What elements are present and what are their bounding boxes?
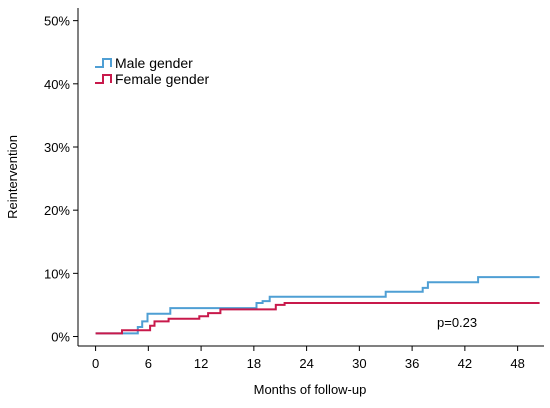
series-line-male <box>95 276 540 335</box>
y-tick-label: 10% <box>44 266 70 281</box>
x-tick-label: 48 <box>510 356 524 371</box>
x-tick-label: 24 <box>299 356 313 371</box>
p-value-annotation: p=0.23 <box>437 315 477 330</box>
series-line-female <box>95 302 540 335</box>
legend-label-male: Male gender <box>115 55 193 71</box>
x-tick-label: 30 <box>352 356 366 371</box>
x-axis-title: Months of follow-up <box>254 382 367 397</box>
y-tick-label: 50% <box>44 14 70 29</box>
legend-swatch-male <box>95 58 112 68</box>
x-tick-label: 6 <box>145 356 152 371</box>
x-axis-ticks: 0 6 12 18 24 30 36 42 48 <box>92 346 525 371</box>
legend-label-female: Female gender <box>115 71 210 87</box>
x-tick-label: 42 <box>458 356 472 371</box>
y-tick-label: 40% <box>44 77 70 92</box>
y-axis-title: Reintervention <box>5 135 20 219</box>
x-tick-label: 12 <box>194 356 208 371</box>
series-layer <box>95 276 540 335</box>
x-tick-label: 18 <box>247 356 261 371</box>
y-axis-ticks: 0% 10% 20% 30% 40% 50% <box>44 14 78 345</box>
y-tick-label: 0% <box>51 330 70 345</box>
y-tick-label: 30% <box>44 140 70 155</box>
x-tick-label: 36 <box>405 356 419 371</box>
legend-swatch-female <box>95 74 112 84</box>
legend: Male gender Female gender <box>95 55 210 87</box>
x-tick-label: 0 <box>92 356 99 371</box>
y-tick-label: 20% <box>44 203 70 218</box>
